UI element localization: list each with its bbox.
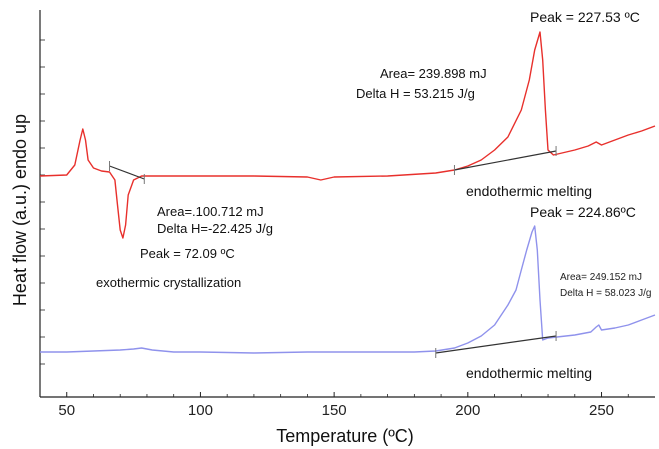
red-cryst-area-label: Area=.100.712 mJ [157, 204, 264, 219]
series-line-1 [40, 225, 656, 354]
blue-delta-label: Delta H = 58.023 J/g [560, 288, 651, 299]
integration-baseline-0 [109, 165, 145, 180]
red-endo-label: endothermic melting [466, 183, 592, 199]
red-cryst-delta-label: Delta H=-22.425 J/g [157, 221, 273, 236]
x-tick-label-50: 50 [58, 402, 75, 419]
integration-baseline-2 [435, 335, 557, 354]
x-axis-ticks: 50 100 150 200 250 [58, 392, 629, 419]
integration-baseline-1 [454, 150, 557, 171]
blue-endo-label: endothermic melting [466, 365, 592, 381]
red-melt-area-label: Area= 239.898 mJ [380, 66, 487, 81]
y-axis-title: Heat flow (a.u.) endo up [10, 114, 30, 306]
x-tick-label-200: 200 [455, 402, 480, 419]
x-axis-title: Temperature (ºC) [276, 426, 414, 446]
series-line-0 [39, 31, 656, 239]
red-melt-delta-label: Delta H = 53.215 J/g [356, 86, 475, 101]
red-cryst-peak-label: Peak = 72.09 ºC [140, 246, 235, 261]
x-tick-label-100: 100 [188, 402, 213, 419]
red-exo-label: exothermic crystallization [96, 275, 241, 290]
blue-area-label: Area= 249.152 mJ [560, 272, 642, 283]
blue-peak-label: Peak = 224.86ºC [530, 204, 636, 220]
x-tick-label-150: 150 [322, 402, 347, 419]
x-tick-label-250: 250 [589, 402, 614, 419]
baseline-layer [109, 146, 557, 358]
red-melt-peak-label: Peak = 227.53 ºC [530, 9, 640, 25]
y-axis-ticks [40, 39, 45, 365]
series-layer [39, 31, 656, 354]
